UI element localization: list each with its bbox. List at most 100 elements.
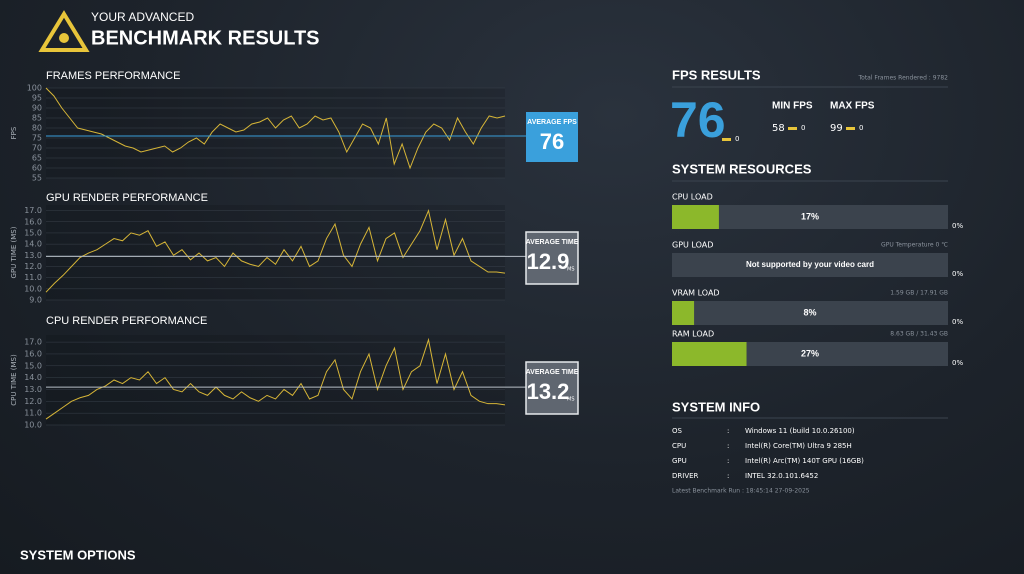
resource-bar xyxy=(672,342,747,366)
resource-track xyxy=(672,301,948,325)
delta: 0 xyxy=(735,135,739,143)
dash xyxy=(788,127,797,130)
resource-note: GPU Temperature 0 ℃ xyxy=(881,242,948,249)
resource-track xyxy=(672,253,948,277)
max-fps: 99 xyxy=(830,123,843,134)
y-tick-label: 13.0 xyxy=(24,251,42,260)
y-axis-label: GPU TIME (MS) xyxy=(10,226,18,278)
data-line xyxy=(45,87,506,170)
resource-side: 0% xyxy=(952,270,963,278)
average-label: AVERAGE TIME xyxy=(526,239,579,246)
y-tick-label: 16.0 xyxy=(24,349,42,358)
y-tick-label: 75 xyxy=(32,134,42,143)
resource-text: Not supported by your video card xyxy=(746,260,874,269)
average-value: 76 xyxy=(540,129,564,154)
average-label: AVERAGE TIME xyxy=(526,369,579,376)
resource-side: 0% xyxy=(952,222,963,230)
average-unit: MS xyxy=(567,267,575,273)
chart-title: GPU RENDER PERFORMANCE xyxy=(46,192,208,204)
logo-dot xyxy=(59,33,69,43)
y-tick-label: 17.0 xyxy=(24,338,42,347)
y-tick-label: 55 xyxy=(32,174,42,183)
y-tick-label: 12.0 xyxy=(24,397,42,406)
chart-title: CPU RENDER PERFORMANCE xyxy=(46,315,207,327)
resource-bar xyxy=(672,301,695,325)
resource-value: 17% xyxy=(801,211,819,221)
data-line xyxy=(45,337,506,420)
resource-label: VRAM LOAD xyxy=(672,289,720,298)
max-label: MAX FPS xyxy=(830,101,875,112)
logo xyxy=(38,10,90,52)
y-tick-label: 95 xyxy=(32,94,42,103)
resource-note: 1.59 GB / 17.91 GB xyxy=(890,290,948,297)
header-title: BENCHMARK RESULTS xyxy=(91,27,320,49)
info-cell: : xyxy=(727,472,729,480)
plot-area xyxy=(46,88,505,178)
y-tick-label: 10.0 xyxy=(24,421,42,430)
y-tick-label: 15.0 xyxy=(24,361,42,370)
plot-area xyxy=(46,205,505,300)
y-tick-label: 65 xyxy=(32,154,42,163)
info-cell: DRIVER xyxy=(672,472,699,480)
delta: 0 xyxy=(801,124,805,132)
y-tick-label: 17.0 xyxy=(24,206,42,215)
info-cell: CPU xyxy=(672,442,686,450)
info-cell: GPU xyxy=(672,457,687,465)
min-label: MIN FPS xyxy=(772,101,813,112)
average-value: 13.2 xyxy=(527,379,570,404)
y-tick-label: 14.0 xyxy=(24,240,42,249)
average-box xyxy=(526,112,578,162)
resource-value: 8% xyxy=(803,307,816,317)
min-fps: 58 xyxy=(772,123,785,134)
resource-value: 27% xyxy=(801,348,819,358)
info-cell: Windows 11 (build 10.0.26100) xyxy=(745,427,855,435)
y-tick-label: 85 xyxy=(32,114,42,123)
y-tick-label: 10.0 xyxy=(24,284,42,293)
section-title: FPS RESULTS xyxy=(672,67,761,82)
last-run: Latest Benchmark Run : 18:45:14 27-09-20… xyxy=(672,488,810,495)
resource-side: 0% xyxy=(952,359,963,367)
info-cell: Intel(R) Core(TM) Ultra 9 285H xyxy=(745,442,852,450)
y-tick-label: 70 xyxy=(32,144,42,153)
total-frames: Total Frames Rendered : 9782 xyxy=(858,75,949,82)
y-tick-label: 90 xyxy=(32,104,42,113)
average-box xyxy=(525,231,579,285)
y-tick-label: 100 xyxy=(27,84,42,93)
resource-label: CPU LOAD xyxy=(672,193,713,202)
y-tick-label: 60 xyxy=(32,164,42,173)
resource-note: 8.63 GB / 31.43 GB xyxy=(890,331,948,338)
average-box xyxy=(525,361,579,415)
data-line xyxy=(45,208,506,293)
y-axis-label: CPU TIME (MS) xyxy=(10,354,18,406)
y-tick-label: 13.0 xyxy=(24,385,42,394)
y-axis-label: FPS xyxy=(10,126,18,139)
chart-title: FRAMES PERFORMANCE xyxy=(46,70,180,82)
info-cell: OS xyxy=(672,427,683,435)
resource-side: 0% xyxy=(952,318,963,326)
y-tick-label: 80 xyxy=(32,124,42,133)
delta: 0 xyxy=(859,124,863,132)
y-tick-label: 11.0 xyxy=(24,409,42,418)
dash xyxy=(722,138,731,141)
y-tick-label: 9.0 xyxy=(29,296,42,305)
info-cell: : xyxy=(727,442,729,450)
resource-label: GPU LOAD xyxy=(672,241,713,250)
y-tick-label: 12.0 xyxy=(24,262,42,271)
average-label: AVERAGE FPS xyxy=(527,119,577,126)
y-tick-label: 15.0 xyxy=(24,228,42,237)
section-title: SYSTEM RESOURCES xyxy=(672,161,812,176)
y-tick-label: 11.0 xyxy=(24,273,42,282)
header-subtitle: YOUR ADVANCED xyxy=(91,10,194,24)
y-tick-label: 14.0 xyxy=(24,373,42,382)
average-unit: MS xyxy=(567,397,575,403)
footer-title: SYSTEM OPTIONS xyxy=(20,547,136,562)
y-tick-label: 16.0 xyxy=(24,217,42,226)
average-value: 12.9 xyxy=(527,249,570,274)
info-cell: Intel(R) Arc(TM) 140T GPU (16GB) xyxy=(745,457,864,465)
plot-area xyxy=(46,335,505,425)
dash xyxy=(846,127,855,130)
info-cell: : xyxy=(727,457,729,465)
resource-label: RAM LOAD xyxy=(672,330,714,339)
info-cell: INTEL 32.0.101.6452 xyxy=(745,472,818,480)
